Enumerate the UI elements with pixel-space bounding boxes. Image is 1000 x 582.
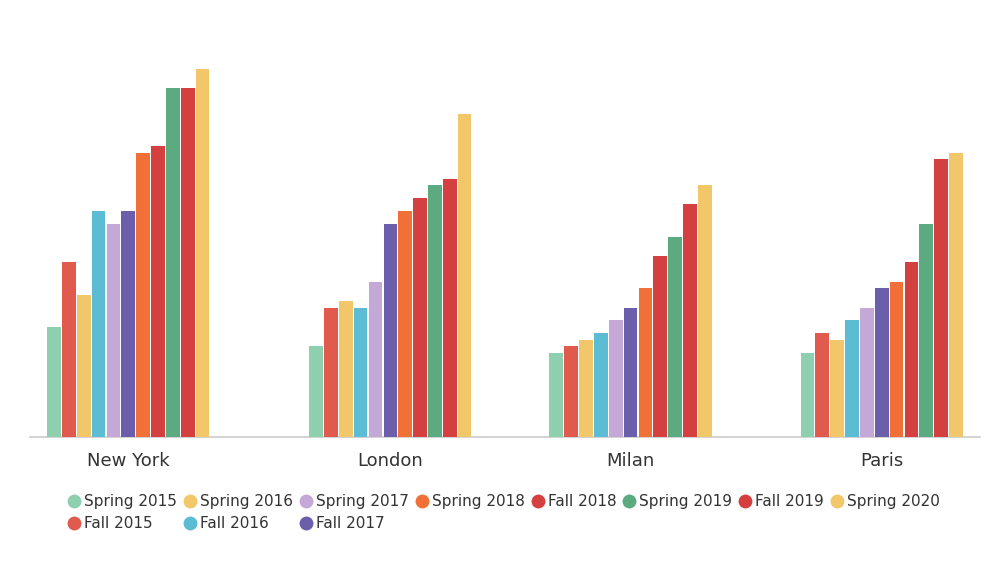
Bar bbox=[905, 262, 918, 436]
Bar bbox=[594, 333, 608, 436]
Bar bbox=[683, 204, 697, 436]
Bar bbox=[845, 321, 859, 436]
Bar bbox=[324, 307, 338, 436]
Bar bbox=[47, 327, 61, 436]
Bar bbox=[92, 211, 105, 436]
Bar bbox=[860, 307, 874, 436]
Bar bbox=[384, 223, 397, 436]
Bar bbox=[698, 185, 712, 436]
Bar bbox=[458, 114, 471, 437]
Bar bbox=[136, 153, 150, 436]
Legend: Spring 2015, Fall 2015, Spring 2016, Fall 2016, Spring 2017, Fall 2017, Spring 2: Spring 2015, Fall 2015, Spring 2016, Fal… bbox=[63, 486, 947, 539]
Bar bbox=[668, 237, 682, 436]
Bar bbox=[815, 333, 829, 436]
Bar bbox=[949, 153, 963, 436]
Bar bbox=[830, 340, 844, 436]
Bar bbox=[309, 346, 323, 436]
Bar bbox=[609, 321, 623, 436]
Bar bbox=[653, 256, 667, 436]
Bar bbox=[875, 288, 889, 436]
Bar bbox=[354, 307, 367, 436]
Bar bbox=[549, 353, 563, 436]
Bar bbox=[398, 211, 412, 436]
Bar bbox=[579, 340, 593, 436]
Bar bbox=[151, 147, 165, 436]
Bar bbox=[624, 307, 637, 436]
Bar bbox=[62, 262, 76, 436]
Bar bbox=[564, 346, 578, 436]
Bar bbox=[121, 211, 135, 436]
Bar bbox=[196, 69, 209, 436]
Bar bbox=[801, 353, 814, 436]
Bar bbox=[369, 282, 382, 436]
Bar bbox=[890, 282, 903, 436]
Bar bbox=[339, 301, 353, 436]
Bar bbox=[639, 288, 652, 436]
Bar bbox=[428, 185, 442, 436]
Bar bbox=[413, 198, 427, 436]
Bar bbox=[166, 88, 180, 436]
Bar bbox=[919, 223, 933, 436]
Bar bbox=[77, 294, 91, 436]
Bar bbox=[181, 88, 195, 436]
Bar bbox=[934, 159, 948, 436]
Bar bbox=[443, 179, 457, 436]
Bar bbox=[107, 223, 120, 436]
